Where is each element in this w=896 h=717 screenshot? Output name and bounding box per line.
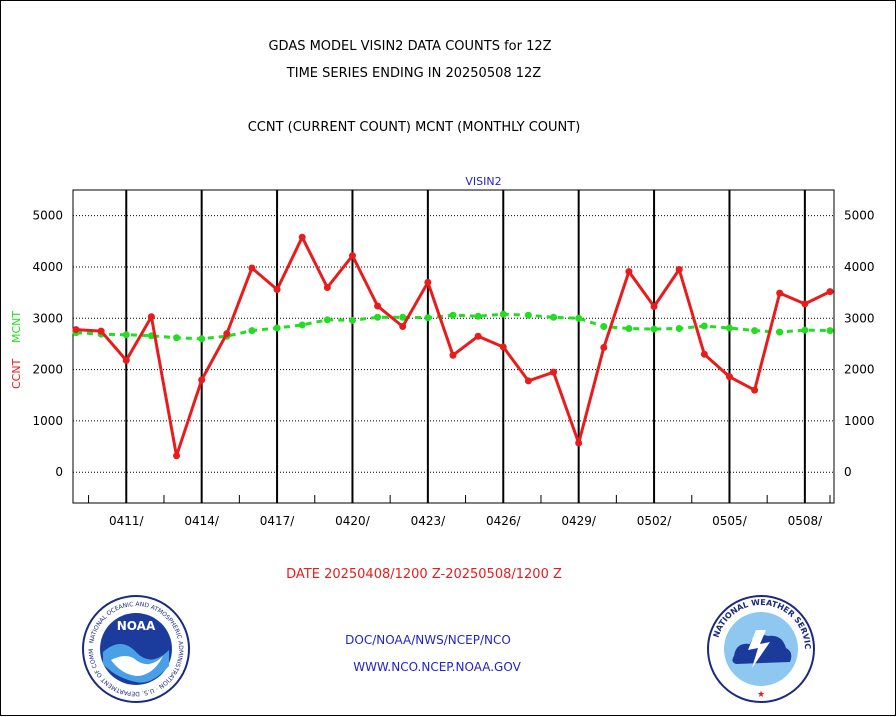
data-point-mcnt xyxy=(399,313,407,321)
plot-frame xyxy=(72,189,835,504)
series-line-ccnt xyxy=(75,235,831,458)
x-tick-label: 0426/ xyxy=(486,514,522,528)
data-point-mcnt xyxy=(474,312,482,320)
data-point-ccnt xyxy=(600,344,608,352)
data-point-ccnt xyxy=(725,373,733,381)
data-point-ccnt xyxy=(625,268,633,276)
data-point-mcnt xyxy=(499,310,507,318)
data-point-ccnt xyxy=(122,356,130,364)
website-link[interactable]: WWW.NCO.NCEP.NOAA.GOV xyxy=(353,660,521,674)
data-point-ccnt xyxy=(248,264,256,272)
x-tick-label: 0414/ xyxy=(184,514,220,528)
data-point-mcnt xyxy=(751,327,759,335)
data-point-mcnt xyxy=(198,335,206,343)
data-point-mcnt xyxy=(625,325,633,333)
y-tick-label-right: 4000 xyxy=(844,260,875,274)
x-tick-label: 0423/ xyxy=(411,514,447,528)
data-point-ccnt xyxy=(751,386,759,394)
date-range-label: DATE 20250408/1200 Z-20250508/1200 Z xyxy=(286,567,562,582)
y-tick-label-left: 2000 xyxy=(32,363,63,377)
nws-star-icon: ★ xyxy=(757,690,765,700)
data-point-mcnt xyxy=(725,324,733,332)
x-tick-label: 0502/ xyxy=(637,514,673,528)
noaa-logo-text: NOAA xyxy=(117,619,156,633)
panel-title: VISIN2 xyxy=(465,175,501,188)
data-point-mcnt xyxy=(424,314,432,322)
data-point-ccnt xyxy=(550,368,558,376)
data-point-mcnt xyxy=(122,331,130,339)
data-point-mcnt xyxy=(801,326,809,334)
data-point-mcnt xyxy=(600,322,608,330)
data-point-ccnt xyxy=(700,350,708,358)
data-point-ccnt xyxy=(374,302,382,310)
data-point-ccnt xyxy=(449,351,457,359)
x-tick-label: 0505/ xyxy=(712,514,748,528)
y-tick-label-left: 3000 xyxy=(32,311,63,325)
data-point-ccnt xyxy=(399,322,407,330)
data-point-mcnt xyxy=(348,316,356,324)
data-point-ccnt xyxy=(223,330,231,338)
data-point-ccnt xyxy=(524,377,532,385)
y-tick-label-left: 0 xyxy=(55,465,63,479)
data-point-ccnt xyxy=(801,300,809,308)
data-point-mcnt xyxy=(524,311,532,319)
data-point-mcnt xyxy=(298,321,306,329)
y-axis-label-ccnt: CCNT xyxy=(10,358,23,389)
y-tick-label-left: 4000 xyxy=(32,260,63,274)
data-point-ccnt xyxy=(323,283,331,291)
y-tick-label-right: 0 xyxy=(844,465,852,479)
data-point-mcnt xyxy=(449,311,457,319)
data-point-ccnt xyxy=(424,278,432,286)
y-axis-label-mcnt: MCNT xyxy=(10,311,23,343)
data-point-ccnt xyxy=(499,343,507,351)
chart-title-line2: TIME SERIES ENDING IN 20250508 12Z xyxy=(286,66,542,81)
data-point-ccnt xyxy=(198,376,206,384)
noaa-logo: NOAA NATIONAL OCEANIC AND ATMOSPHERIC AD… xyxy=(81,594,190,703)
data-point-ccnt xyxy=(474,332,482,340)
chart-title-line1: GDAS MODEL VISIN2 DATA COUNTS for 12Z xyxy=(268,39,552,54)
org-path-label: DOC/NOAA/NWS/NCEP/NCO xyxy=(345,633,511,647)
data-point-mcnt xyxy=(248,327,256,335)
data-point-ccnt xyxy=(348,252,356,260)
data-point-ccnt xyxy=(575,439,583,447)
data-point-mcnt xyxy=(650,325,658,333)
data-point-ccnt xyxy=(72,326,80,334)
y-tick-label-left: 5000 xyxy=(32,209,63,223)
data-point-mcnt xyxy=(273,324,281,332)
nws-logo: NATIONAL WEATHER SERVICE ★ xyxy=(706,594,815,703)
data-point-mcnt xyxy=(776,328,784,336)
y-tick-label-right: 3000 xyxy=(844,311,875,325)
x-tick-label: 0411/ xyxy=(109,514,145,528)
chart-subtitle: CCNT (CURRENT COUNT) MCNT (MONTHLY COUNT… xyxy=(247,120,581,135)
data-point-ccnt xyxy=(826,288,834,296)
y-tick-label-right: 1000 xyxy=(844,414,875,428)
data-point-mcnt xyxy=(700,322,708,330)
x-tick-label: 0417/ xyxy=(260,514,296,528)
data-point-ccnt xyxy=(173,452,181,460)
data-point-mcnt xyxy=(550,313,558,321)
data-point-ccnt xyxy=(675,266,683,274)
data-point-mcnt xyxy=(675,325,683,333)
y-tick-label-left: 1000 xyxy=(32,414,63,428)
data-point-ccnt xyxy=(650,302,658,310)
x-tick-label: 0420/ xyxy=(335,514,371,528)
data-point-ccnt xyxy=(273,286,281,294)
y-tick-label-right: 5000 xyxy=(844,209,875,223)
data-point-mcnt xyxy=(575,314,583,322)
x-tick-label: 0429/ xyxy=(561,514,597,528)
data-point-ccnt xyxy=(147,313,155,321)
data-point-mcnt xyxy=(323,316,331,324)
data-point-mcnt xyxy=(826,327,834,335)
data-point-ccnt xyxy=(298,233,306,241)
y-tick-label-right: 2000 xyxy=(844,363,875,377)
data-point-ccnt xyxy=(776,289,784,297)
data-point-mcnt xyxy=(374,313,382,321)
data-point-mcnt xyxy=(173,334,181,342)
data-point-ccnt xyxy=(97,327,105,335)
x-tick-label: 0508/ xyxy=(788,514,824,528)
